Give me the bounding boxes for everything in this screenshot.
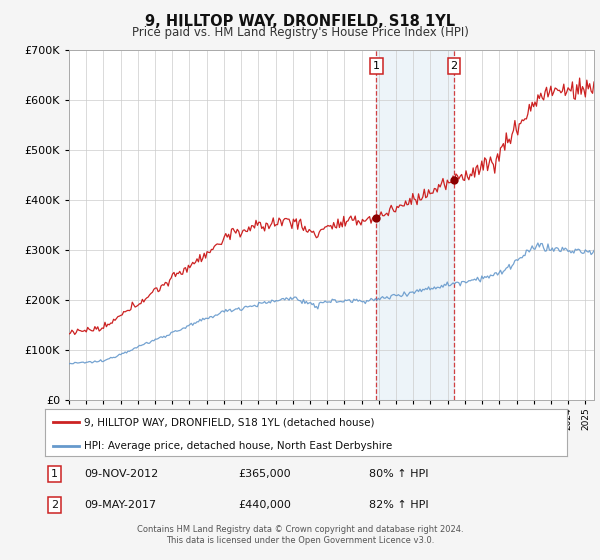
Text: This data is licensed under the Open Government Licence v3.0.: This data is licensed under the Open Gov… bbox=[166, 536, 434, 545]
Text: 9, HILLTOP WAY, DRONFIELD, S18 1YL: 9, HILLTOP WAY, DRONFIELD, S18 1YL bbox=[145, 14, 455, 29]
Text: £440,000: £440,000 bbox=[238, 500, 291, 510]
Text: 09-NOV-2012: 09-NOV-2012 bbox=[84, 469, 158, 479]
Text: 1: 1 bbox=[51, 469, 58, 479]
Text: 2: 2 bbox=[451, 61, 457, 71]
Text: 1: 1 bbox=[373, 61, 380, 71]
Text: HPI: Average price, detached house, North East Derbyshire: HPI: Average price, detached house, Nort… bbox=[84, 441, 392, 451]
Text: 82% ↑ HPI: 82% ↑ HPI bbox=[368, 500, 428, 510]
Text: Price paid vs. HM Land Registry's House Price Index (HPI): Price paid vs. HM Land Registry's House … bbox=[131, 26, 469, 39]
Text: £365,000: £365,000 bbox=[238, 469, 291, 479]
Bar bbox=[376, 50, 454, 400]
Text: Contains HM Land Registry data © Crown copyright and database right 2024.: Contains HM Land Registry data © Crown c… bbox=[137, 525, 463, 534]
Text: 09-MAY-2017: 09-MAY-2017 bbox=[84, 500, 156, 510]
Text: 9, HILLTOP WAY, DRONFIELD, S18 1YL (detached house): 9, HILLTOP WAY, DRONFIELD, S18 1YL (deta… bbox=[84, 417, 374, 427]
Text: 80% ↑ HPI: 80% ↑ HPI bbox=[368, 469, 428, 479]
Text: 2: 2 bbox=[51, 500, 58, 510]
